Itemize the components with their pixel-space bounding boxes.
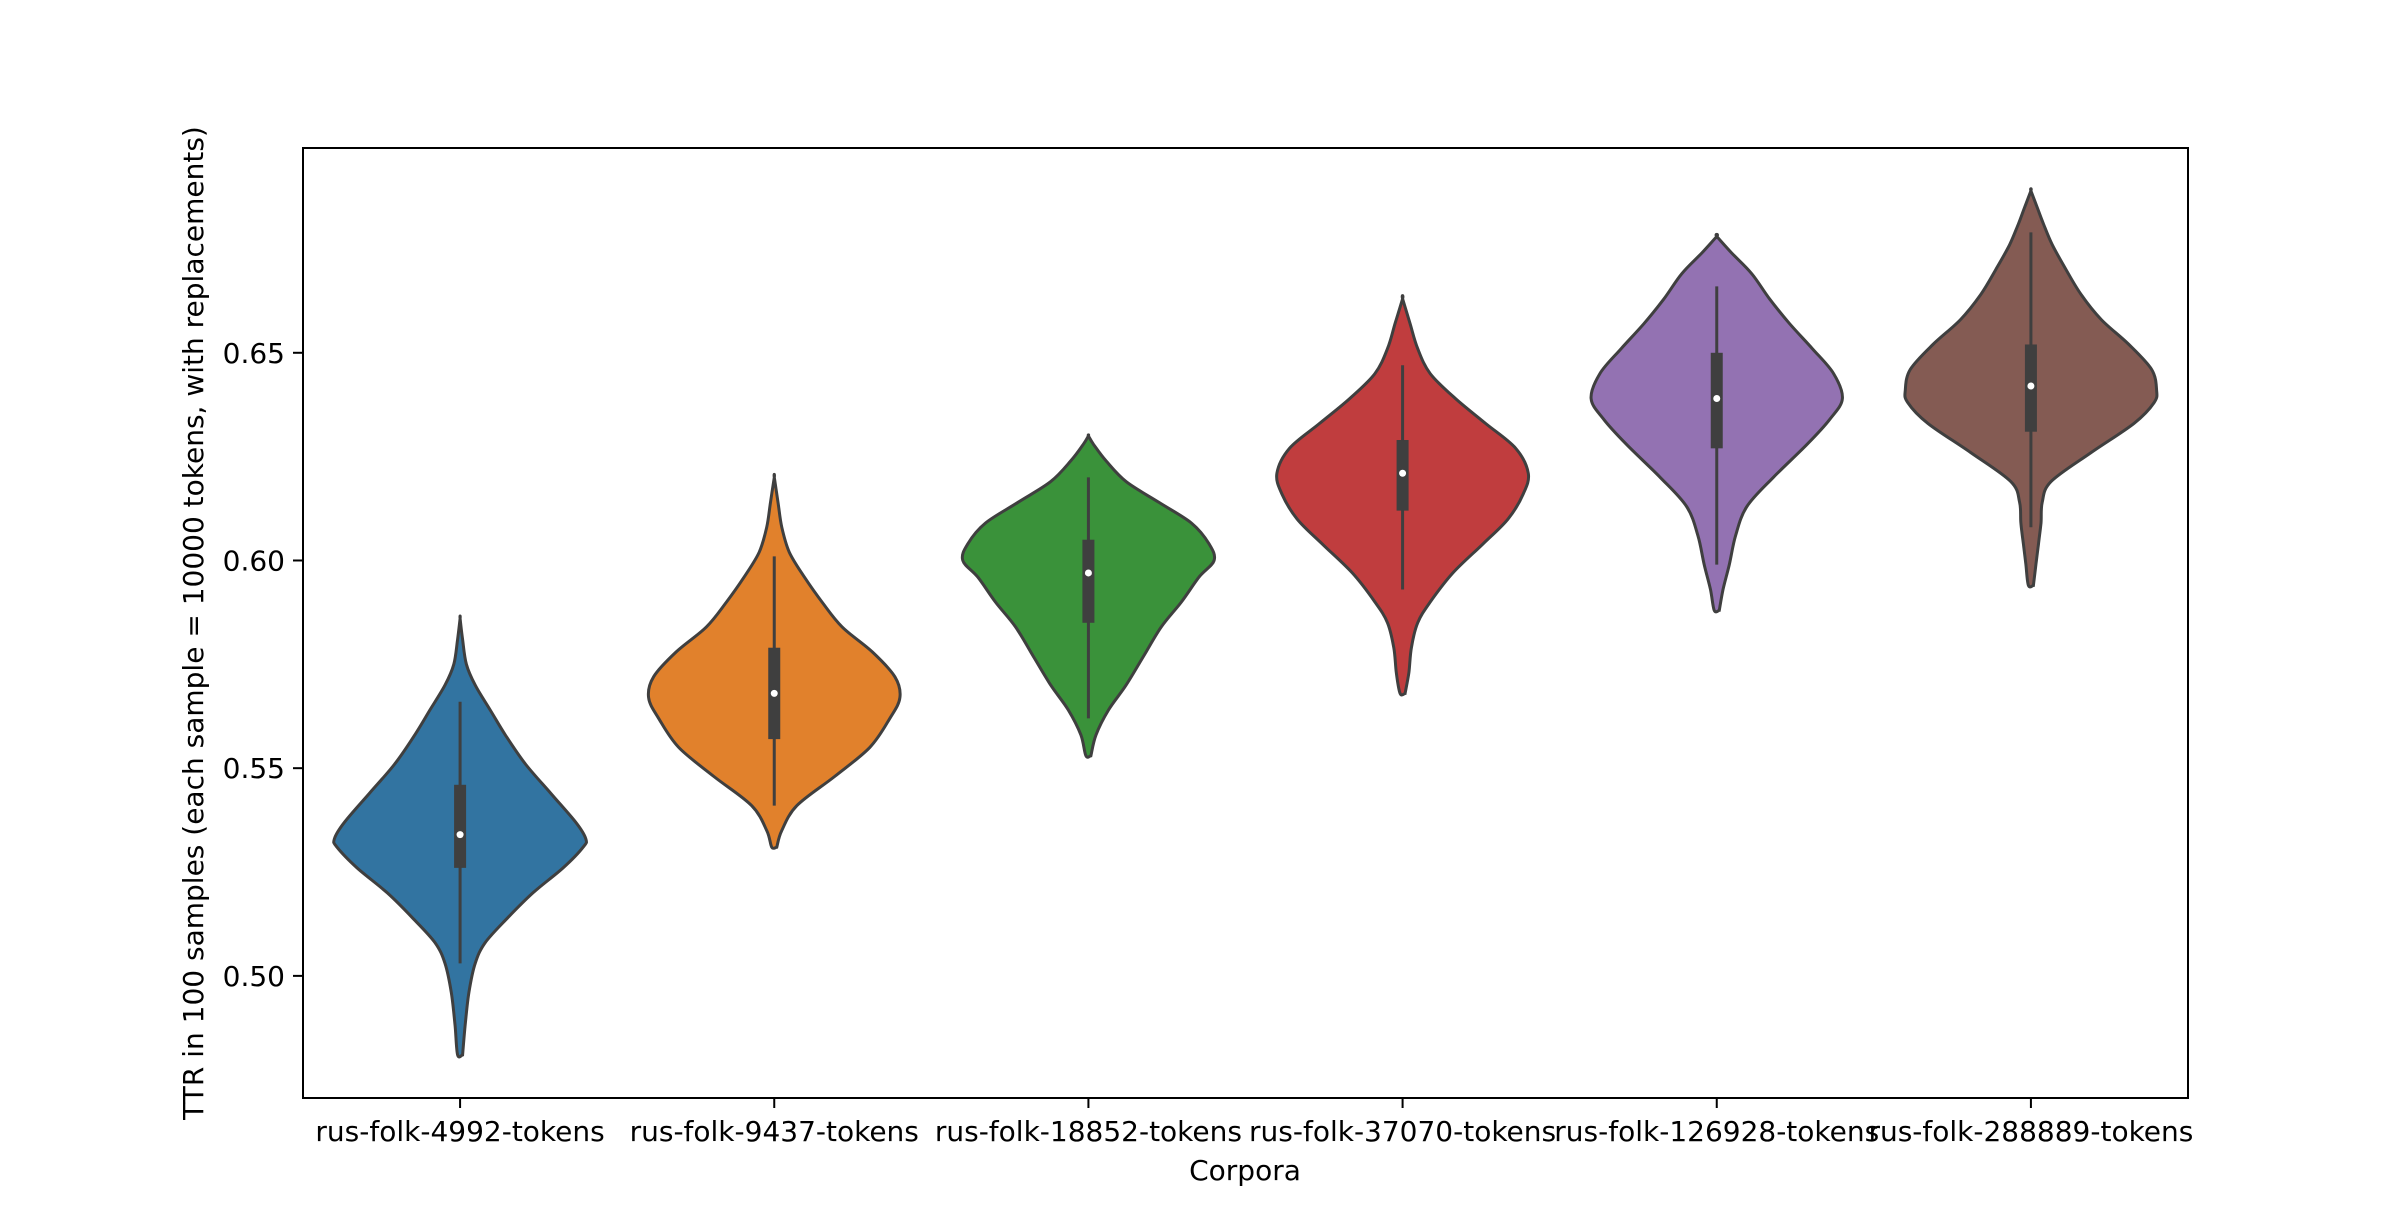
x-tick-label: rus-folk-18852-tokens xyxy=(935,1115,1242,1148)
x-axis: rus-folk-4992-tokens rus-folk-9437-tokens… xyxy=(315,1098,2193,1148)
x-tick-label: rus-folk-9437-tokens xyxy=(630,1115,919,1148)
median-marker-rus-folk-9437-tokens xyxy=(770,689,778,697)
plot-frame xyxy=(302,147,2189,1099)
median-marker-rus-folk-126928-tokens xyxy=(1713,394,1721,402)
y-tick-label: 0.65 xyxy=(223,337,285,370)
y-axis: 0.50 0.55 0.60 0.65 xyxy=(223,337,303,993)
y-tick-label: 0.55 xyxy=(223,752,285,785)
iqr-box-rus-folk-18852-tokens xyxy=(1082,539,1095,623)
median-marker-rus-folk-4992-tokens xyxy=(456,831,464,839)
x-tick-label: rus-folk-37070-tokens xyxy=(1249,1115,1556,1148)
iqr-box-rus-folk-4992-tokens xyxy=(454,784,467,868)
boxes-group xyxy=(454,232,2037,964)
x-tick-label: rus-folk-288889-tokens xyxy=(1868,1115,2193,1148)
y-axis-label: TTR in 100 samples (each sample = 10000 … xyxy=(177,126,210,1121)
x-axis-label: Corpora xyxy=(1189,1154,1301,1187)
median-marker-rus-folk-37070-tokens xyxy=(1399,469,1407,477)
x-tick-label: rus-folk-126928-tokens xyxy=(1554,1115,1879,1148)
y-tick-label: 0.60 xyxy=(223,544,285,577)
median-marker-rus-folk-288889-tokens xyxy=(2027,382,2035,390)
y-tick-label: 0.50 xyxy=(223,960,285,993)
median-marker-rus-folk-18852-tokens xyxy=(1084,569,1092,577)
x-tick-label: rus-folk-4992-tokens xyxy=(315,1115,604,1148)
